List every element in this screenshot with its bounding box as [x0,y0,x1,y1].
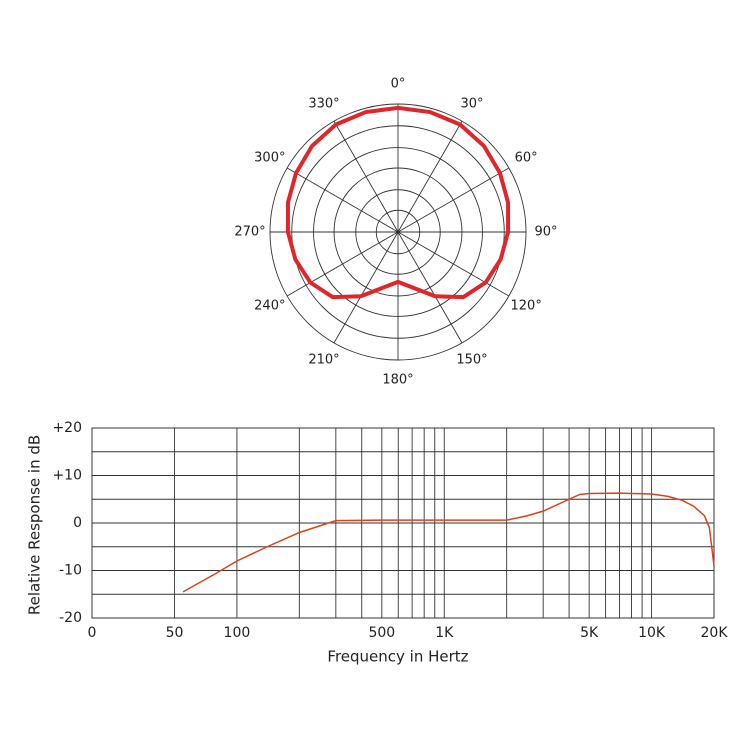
spoke [397,120,463,233]
x-tick-label: 1K [435,625,454,641]
spoke [333,120,399,233]
x-tick-label: 10K [638,625,666,641]
angle-label: 240° [254,299,285,314]
angle-label: 90° [534,225,557,240]
response-line [182,492,715,593]
angle-label: 0° [391,77,406,92]
y-tick-label: -20 [59,610,82,626]
y-tick-label: +20 [52,420,82,436]
spoke [397,167,510,233]
x-tick-label: 500 [368,625,395,641]
x-tick-label: 20K [701,625,729,641]
spoke [397,231,463,344]
x-tick-label: 100 [224,625,251,641]
y-axis-title: Relative Response in dB [26,435,44,615]
angle-label: 300° [254,151,285,166]
y-tick-label: +10 [52,468,82,484]
y-tick-label: 0 [73,515,82,531]
spoke [286,231,399,297]
spoke [286,167,399,233]
angle-label: 60° [515,151,538,166]
polar-response [285,105,511,300]
x-tick-label: 0 [88,625,97,641]
y-tick-label: -10 [59,563,82,579]
angle-label: 120° [511,299,542,314]
angle-label: 210° [308,353,339,368]
angle-label: 270° [234,225,265,240]
spoke [397,231,510,297]
angle-label: 150° [456,353,487,368]
x-tick-label: 5K [580,625,599,641]
x-tick-label: 50 [166,625,184,641]
angle-label: 30° [460,96,483,111]
angle-label: 180° [382,373,413,388]
angle-label: 330° [308,96,339,111]
spoke [333,231,399,344]
x-axis-title: Frequency in Hertz [327,648,468,666]
